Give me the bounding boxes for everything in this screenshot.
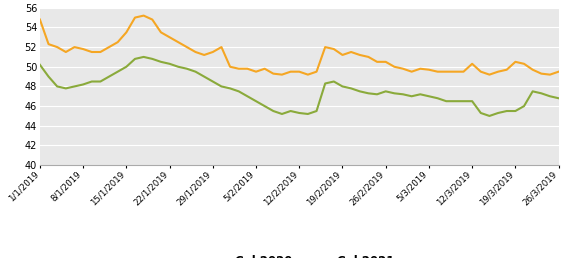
- Legend: Cal 2020, Cal 2021: Cal 2020, Cal 2021: [202, 253, 397, 258]
